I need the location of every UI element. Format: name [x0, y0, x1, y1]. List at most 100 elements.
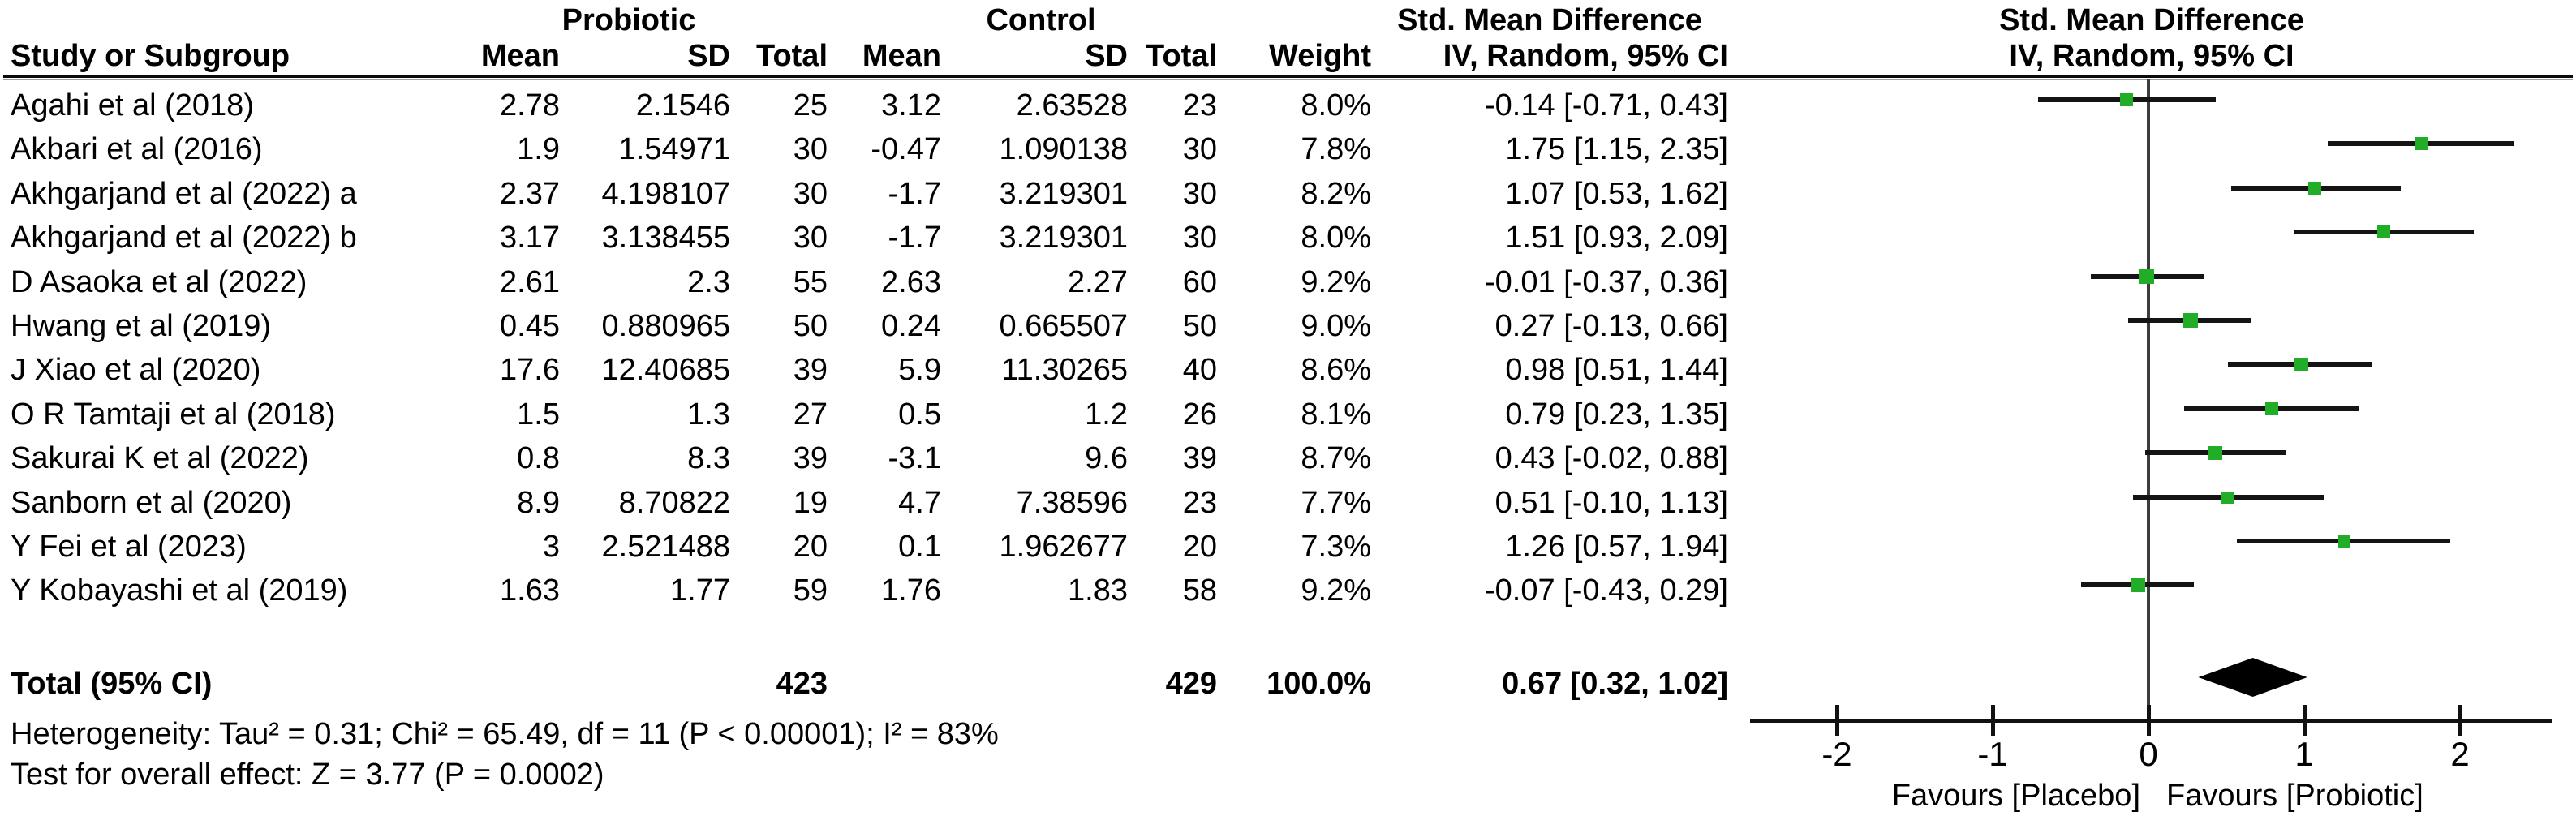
total-row: Total (95% CI) 423 429 100.0% 0.67 [0.32…	[11, 662, 1728, 706]
cell-sd_p: 2.521488	[601, 530, 731, 564]
favours-left-label: Favours [Placebo]	[1891, 779, 2140, 813]
total-n-control: 429	[1165, 667, 1217, 701]
study-label: Agahi et al (2018)	[11, 88, 254, 122]
axis-tick	[2303, 705, 2307, 736]
effect-marker	[2294, 358, 2308, 371]
total-n-probiotic: 423	[776, 667, 828, 701]
cell-mean_c: -3.1	[888, 441, 941, 475]
cell-mean_p: 17.6	[500, 353, 560, 387]
cell-n_c: 60	[1182, 265, 1217, 299]
table-row: D Asaoka et al (2022) 2.61 2.3 55 2.63 2.27 60…	[11, 260, 1728, 304]
cell-weight: 8.6%	[1301, 353, 1371, 387]
effect-marker	[2221, 492, 2234, 504]
cell-n_p: 55	[793, 265, 828, 299]
cell-mean_c: 3.12	[881, 88, 941, 122]
study-label: Y Fei et al (2023)	[11, 530, 247, 564]
col-header-mean-probiotic: Mean	[480, 39, 560, 73]
cell-mean_c: 0.5	[898, 397, 941, 432]
col-header-sd-control: SD	[1085, 39, 1128, 73]
axis-tick-label: 2	[2450, 735, 2470, 773]
study-label: Sanborn et al (2020)	[11, 486, 292, 520]
axis-tick	[2458, 705, 2462, 736]
cell-weight: 7.7%	[1301, 486, 1371, 520]
cell-sd_c: 1.2	[1085, 397, 1128, 432]
cell-sd_p: 12.40685	[601, 353, 731, 387]
total-empty-sd-p	[560, 662, 730, 706]
table-row: J Xiao et al (2020) 17.6 12.40685 39 5.9 11.3…	[11, 348, 1728, 392]
col-header-sd-probiotic: SD	[687, 39, 730, 73]
effect-marker	[2338, 535, 2350, 548]
column-header-row: Study or Subgroup Mean SD Total Mean SD …	[11, 37, 1728, 75]
total-weight: 100.0%	[1266, 667, 1371, 701]
cell-mean_p: 1.5	[517, 397, 560, 432]
col-header-total-probiotic: Total	[756, 39, 828, 73]
study-label: Akhgarjand et al (2022) a	[11, 177, 357, 211]
cell-n_p: 50	[793, 309, 828, 343]
cell-weight: 8.0%	[1301, 88, 1371, 122]
x-axis	[1750, 719, 2552, 723]
cell-n_p: 30	[793, 132, 828, 166]
cell-ci_text: -0.07 [-0.43, 0.29]	[1485, 573, 1728, 608]
cell-weight: 9.0%	[1301, 309, 1371, 343]
col-header-weight: Weight	[1269, 39, 1371, 73]
axis-tick	[1835, 705, 1839, 736]
cell-ci_text: -0.14 [-0.71, 0.43]	[1485, 88, 1728, 122]
cell-ci_text: 0.51 [-0.10, 1.13]	[1494, 486, 1728, 520]
cell-sd_c: 9.6	[1085, 441, 1128, 475]
pooled-effect-diamond	[2198, 658, 2307, 697]
effect-marker	[2139, 269, 2154, 284]
cell-n_c: 50	[1182, 309, 1217, 343]
cell-sd_c: 3.219301	[999, 221, 1129, 255]
cell-ci_text: -0.01 [-0.37, 0.36]	[1485, 265, 1728, 299]
group-header-control: Control	[986, 3, 1096, 37]
study-label: Sakurai K et al (2022)	[11, 441, 309, 475]
cell-ci_text: 0.98 [0.51, 1.44]	[1505, 353, 1728, 387]
effect-marker	[2308, 182, 2321, 195]
cell-sd_p: 8.70822	[618, 486, 730, 520]
cell-n_c: 30	[1182, 177, 1217, 211]
study-label: J Xiao et al (2020)	[11, 353, 261, 387]
cell-sd_c: 2.63528	[1016, 88, 1128, 122]
cell-sd_p: 1.77	[670, 573, 730, 608]
axis-tick	[1991, 705, 1995, 736]
cell-mean_c: 2.63	[881, 265, 941, 299]
axis-tick-label: -2	[1821, 735, 1852, 773]
table-row: Akhgarjand et al (2022) b 3.17 3.138455 30 -…	[11, 216, 1728, 260]
cell-n_c: 40	[1182, 353, 1217, 387]
cell-ci_text: 1.26 [0.57, 1.94]	[1505, 530, 1728, 564]
total-ci-text: 0.67 [0.32, 1.02]	[1502, 667, 1728, 701]
effect-marker	[2120, 93, 2133, 106]
cell-n_c: 30	[1182, 132, 1217, 166]
table-row: O R Tamtaji et al (2018) 1.5 1.3 27 0.5 1.2 26…	[11, 393, 1728, 436]
cell-n_p: 20	[793, 530, 828, 564]
cell-ci_text: 0.27 [-0.13, 0.66]	[1494, 309, 1728, 343]
table-row: Y Kobayashi et al (2019) 1.63 1.77 59 1.76 1.…	[11, 569, 1728, 612]
header-rule	[3, 75, 2573, 78]
cell-n_c: 20	[1182, 530, 1217, 564]
col-header-ci-plot: IV, Random, 95% CI	[2009, 39, 2294, 73]
table-row: Agahi et al (2018) 2.78 2.1546 25 3.12 2.6352…	[11, 84, 1728, 127]
cell-n_p: 30	[793, 221, 828, 255]
cell-n_c: 58	[1182, 573, 1217, 608]
effect-marker	[2131, 578, 2145, 592]
table-row: Akhgarjand et al (2022) a 2.37 4.198107 30 -…	[11, 172, 1728, 216]
cell-mean_p: 0.45	[500, 309, 560, 343]
study-label: Y Kobayashi et al (2019)	[11, 573, 348, 608]
cell-mean_c: 1.76	[881, 573, 941, 608]
cell-sd_p: 2.1546	[635, 88, 730, 122]
total-empty-sd-c	[941, 662, 1128, 706]
cell-weight: 8.7%	[1301, 441, 1371, 475]
cell-n_p: 39	[793, 441, 828, 475]
axis-tick-label: -1	[1977, 735, 2008, 773]
group-header-probiotic: Probiotic	[561, 3, 696, 37]
cell-weight: 7.3%	[1301, 530, 1371, 564]
cell-mean_p: 0.8	[517, 441, 560, 475]
cell-mean_p: 2.78	[500, 88, 560, 122]
cell-sd_c: 1.83	[1068, 573, 1128, 608]
cell-sd_p: 8.3	[687, 441, 730, 475]
effect-marker	[2377, 225, 2390, 238]
total-empty-mean-c	[828, 662, 941, 706]
group-header-smd-plot: Std. Mean Difference	[1999, 3, 2304, 37]
col-header-study: Study or Subgroup	[11, 39, 290, 73]
